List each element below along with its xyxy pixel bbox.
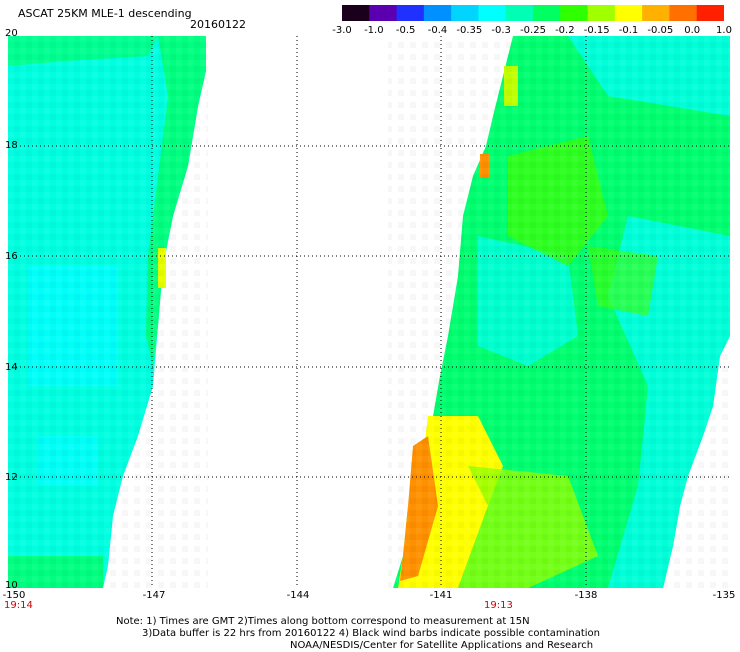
color-bar-label: 1.0	[716, 25, 732, 36]
color-bar-label: -0.5	[395, 25, 416, 36]
note-line-2: 3)Data buffer is 22 hrs from 20160122 4)…	[142, 628, 600, 639]
color-bar-label: -3.0	[332, 25, 352, 36]
color-bar-label: -0.15	[583, 25, 610, 36]
color-bar-swatch	[505, 5, 534, 21]
color-bar-label: -0.3	[491, 25, 511, 36]
lon-label-150: -150	[2, 590, 26, 601]
lon-label-138: -138	[574, 590, 598, 601]
color-bar-label: -1.0	[364, 25, 384, 36]
color-bar-label: -0.2	[555, 25, 575, 36]
note-line-3: NOAA/NESDIS/Center for Satellite Applica…	[290, 640, 594, 651]
color-bar-swatch	[369, 5, 398, 21]
lon-label-144: -144	[286, 590, 310, 601]
color-bar-swatch	[451, 5, 479, 21]
note-line-1: Note: 1) Times are GMT 2)Times along bot…	[116, 616, 530, 627]
color-bar	[342, 5, 724, 21]
wind-swath-map	[8, 36, 730, 588]
lat-label-18: 18	[5, 140, 18, 151]
color-bar-swatch	[642, 5, 670, 21]
map-date: 20160122	[190, 18, 246, 31]
lat-label-16: 16	[5, 251, 18, 262]
color-bar-label: -0.05	[647, 25, 674, 36]
lat-label-10: 10	[5, 580, 18, 591]
map-title: ASCAT 25KM MLE-1 descending	[18, 7, 192, 20]
color-bar-swatch	[396, 5, 425, 21]
lat-label-12: 12	[5, 472, 18, 483]
lat-label-14: 14	[5, 362, 18, 373]
color-bar-labels: -3.0 -1.0 -0.5 -0.4 -0.35 -0.3 -0.25 -0.2 -0.15-…	[332, 25, 732, 39]
color-bar-swatch	[587, 5, 616, 21]
color-bar-label: 0.0	[684, 25, 701, 36]
color-bar-swatch	[669, 5, 698, 21]
color-bar-label: -0.35	[456, 25, 483, 36]
color-bar-label: -0.4	[427, 25, 448, 36]
lon-label-147: -147	[142, 590, 166, 601]
color-bar-swatch	[533, 5, 561, 21]
color-bar-swatch	[560, 5, 589, 21]
color-bar-swatch	[696, 5, 724, 21]
lon-label-141: -141	[429, 590, 453, 601]
time-label-right: 19:13	[484, 600, 513, 611]
color-bar-swatch	[342, 5, 370, 21]
color-bar-swatch	[614, 5, 643, 21]
color-bar-label: -0.1	[618, 25, 639, 36]
lon-label-135: -135	[712, 590, 736, 601]
footnotes: Note: 1) Times are GMT 2)Times along bot…	[116, 616, 600, 652]
time-label-left: 19:14	[4, 600, 33, 611]
lat-label-20: 20	[5, 28, 18, 39]
color-bar-label: -0.25	[520, 25, 546, 36]
color-bar-swatch	[478, 5, 507, 21]
graticule	[8, 36, 730, 588]
color-bar-swatch	[423, 5, 452, 21]
